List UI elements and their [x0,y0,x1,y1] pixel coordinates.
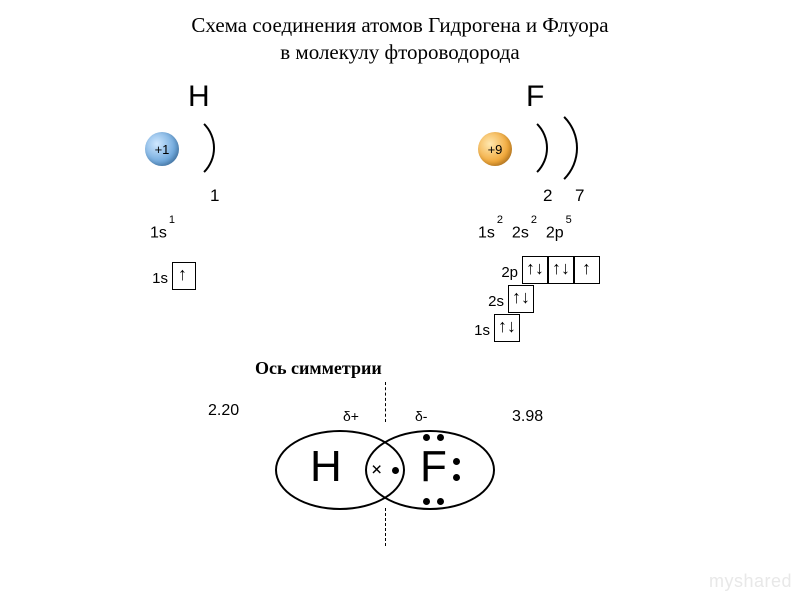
f-lone-top-2 [437,434,444,441]
en-hydrogen: 2.20 [208,402,239,420]
f-2p2-down: ↓ [561,259,570,277]
title-line-2: в молекулу фтороводорода [280,40,519,64]
page-title: Схема соединения атомов Гидрогена и Флуо… [0,0,800,67]
f-2p3-up: ↑ [582,259,591,277]
f-2p1-up: ↑ [526,259,535,277]
f-1s-down: ↓ [507,317,516,335]
axis-dash-bottom [385,508,386,546]
h-1s-electron: ↑ [178,265,187,283]
f-orbital-label-2s: 2s [484,293,504,310]
fluorine-shell-2 [488,103,578,193]
f-lone-right-1 [453,458,460,465]
lewis-diagram: H F × δ+ δ- [255,390,535,550]
h-orbital-label-1s: 1s [148,270,168,287]
f-1s-up: ↑ [498,317,507,335]
lewis-h: H [310,442,342,492]
hydrogen-config: 1s1 [150,222,175,242]
watermark: myshared [709,571,792,592]
axis-label: Ось симметрии [255,358,382,379]
f-2p1-down: ↓ [535,259,544,277]
en-fluorine: 3.98 [512,408,543,426]
f-lone-top-1 [423,434,430,441]
title-line-1: Схема соединения атомов Гидрогена и Флуо… [191,13,608,37]
lewis-f: F [420,442,447,492]
f-2s-down: ↓ [521,288,530,306]
f-2s-up: ↑ [512,288,521,306]
f-lone-bottom-2 [437,498,444,505]
hydrogen-symbol: H [188,80,210,114]
f-2p2-up: ↑ [552,259,561,277]
hydrogen-shell-1 [145,113,215,183]
hydrogen-shell-count-1: 1 [210,186,219,206]
bond-cross: × [371,460,382,480]
axis-dash-top [385,382,386,422]
fluorine-shell-count-1: 2 [543,186,552,206]
delta-plus: δ+ [343,408,359,424]
delta-minus: δ- [415,408,427,424]
f-orbital-label-1s: 1s [470,322,490,339]
f-lone-bottom-1 [423,498,430,505]
bond-dot [392,467,399,474]
fluorine-config: 1s2 2s2 2p5 [478,222,572,242]
f-orbital-label-2p: 2p [498,264,518,281]
fluorine-shell-count-2: 7 [575,186,584,206]
f-lone-right-2 [453,474,460,481]
